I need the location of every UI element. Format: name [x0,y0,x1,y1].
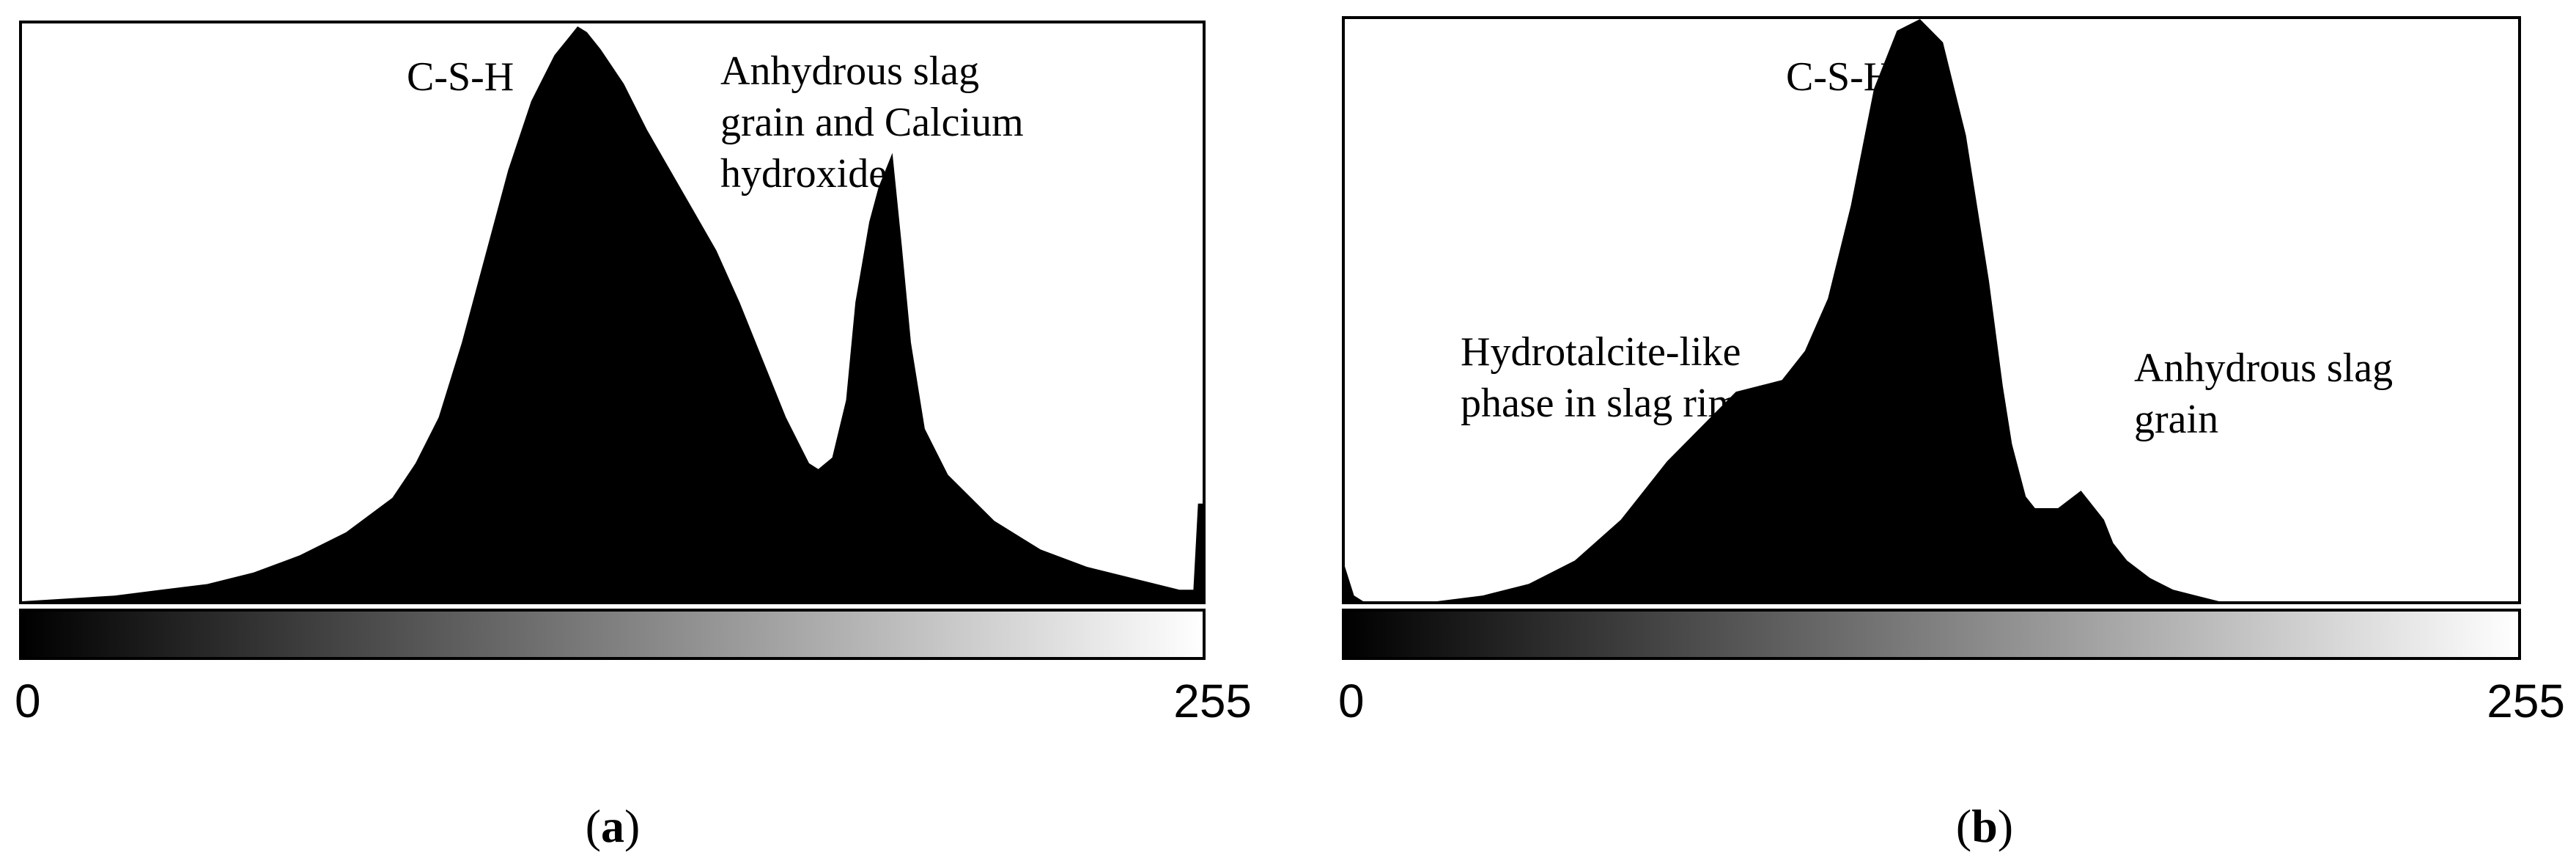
panel-a-histogram-area [22,26,1203,601]
panel-b-annotation-anhydrous-slag-grain: Anhydrous slag grain [2134,345,2403,442]
panel-a-tick-label-min: 0 [15,675,41,727]
panel-a: C-S-H Anhydrous slag grain and Calcium h… [15,21,1252,852]
panel-b-label: (b) [1956,800,2013,852]
panel-b-annotation-csh: C-S-H [1786,54,1893,100]
panel-a-grayscale-bar [19,609,1206,660]
panel-b-annotation-hydrotalcite-like-phase: Hydrotalcite-like phase in slag rim [1461,329,1752,426]
panel-a-annotation-csh: C-S-H [407,54,514,100]
panel-b-tick-label-min: 0 [1338,675,1365,727]
panel-b: C-S-H Hydrotalcite-like phase in slag ri… [1338,16,2565,852]
panel-a-annotation-anhydrous-slag-calcium-hydroxide: Anhydrous slag grain and Calcium hydroxi… [720,48,1034,197]
panel-a-tick-label-max: 255 [1173,675,1252,727]
panel-b-histogram-area [1345,19,2518,601]
panel-a-label: (a) [586,800,641,852]
panel-b-grayscale-bar [1342,609,2521,660]
panel-b-tick-label-max: 255 [2487,675,2565,727]
